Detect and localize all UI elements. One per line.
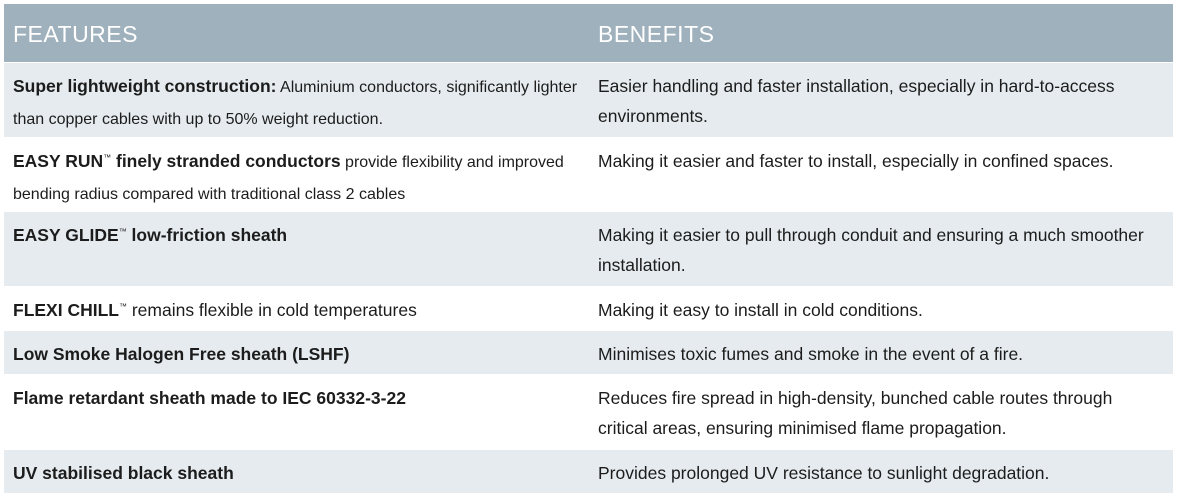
feature-title-continued: low-friction sheath (126, 225, 288, 245)
feature-cell: EASY GLIDE™ low-friction sheath (4, 212, 589, 286)
table-row: EASY RUN™ finely stranded conductors pro… (4, 138, 1173, 212)
feature-title-continued: finely stranded conductors (111, 151, 341, 171)
feature-title: EASY RUN (13, 151, 104, 171)
feature-description: provide flexibility and improved bending… (13, 154, 564, 203)
feature-cell: UV stabilised black sheath (4, 450, 589, 493)
header-benefits: BENEFITS (598, 20, 715, 47)
feature-cell: Low Smoke Halogen Free sheath (LSHF) (4, 331, 589, 374)
trademark-symbol: ™ (118, 227, 127, 237)
table-row: Flame retardant sheath made to IEC 60332… (4, 375, 1173, 450)
benefit-cell: Making it easier to pull through conduit… (598, 225, 1144, 275)
benefit-cell: Making it easier and faster to install, … (598, 151, 1114, 171)
table-row: FLEXI CHILL™ remains flexible in cold te… (4, 287, 1173, 331)
feature-cell: Flame retardant sheath made to IEC 60332… (4, 375, 589, 449)
table-row: Low Smoke Halogen Free sheath (LSHF) Min… (4, 331, 1173, 375)
feature-title: Flame retardant sheath made to IEC 60332… (13, 388, 406, 408)
feature-title: EASY GLIDE (13, 225, 119, 245)
benefit-cell: Provides prolonged UV resistance to sunl… (598, 463, 1050, 483)
trademark-symbol: ™ (103, 153, 112, 163)
benefit-cell: Making it easy to install in cold condit… (598, 300, 923, 320)
feature-title: Super lightweight construction: (13, 76, 277, 96)
feature-cell: FLEXI CHILL™ remains flexible in cold te… (4, 287, 589, 330)
feature-description: Aluminium conductors, significantly ligh… (13, 79, 578, 128)
feature-description: remains flexible in cold temperatures (126, 300, 417, 320)
feature-title: UV stabilised black sheath (13, 463, 234, 483)
header-features: FEATURES (13, 20, 138, 47)
trademark-symbol: ™ (118, 302, 127, 312)
features-benefits-table: FEATURES BENEFITS Super lightweight cons… (4, 4, 1173, 494)
benefit-cell: Easier handling and faster installation,… (598, 76, 1115, 126)
feature-cell: Super lightweight construction: Aluminiu… (4, 63, 589, 137)
table-row: Super lightweight construction: Aluminiu… (4, 63, 1173, 138)
feature-cell: EASY RUN™ finely stranded conductors pro… (4, 138, 589, 211)
benefit-cell: Reduces fire spread in high-density, bun… (598, 388, 1113, 438)
feature-title: FLEXI CHILL (13, 300, 119, 320)
benefit-cell: Minimises toxic fumes and smoke in the e… (598, 344, 1024, 364)
table-row: UV stabilised black sheath Provides prol… (4, 450, 1173, 494)
table-header: FEATURES BENEFITS (4, 4, 1173, 63)
feature-title: Low Smoke Halogen Free sheath (LSHF) (13, 344, 350, 364)
table-row: EASY GLIDE™ low-friction sheath Making i… (4, 212, 1173, 287)
